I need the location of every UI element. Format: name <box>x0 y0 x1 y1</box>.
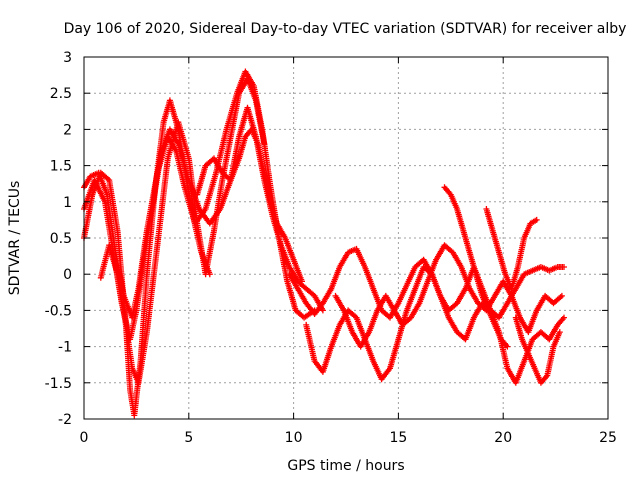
series-track-11 <box>512 314 563 386</box>
data-point-markers <box>441 184 511 350</box>
y-tick-label: -2 <box>58 412 72 428</box>
grid <box>84 57 608 419</box>
series-track-9 <box>483 206 540 292</box>
chart-title: Day 106 of 2020, Sidereal Day-to-day VTE… <box>64 21 627 37</box>
x-axis-title: GPS time / hours <box>287 458 404 474</box>
y-axis-title: SDTVAR / TECUs <box>7 181 23 296</box>
y-tick-label: 0.5 <box>50 231 72 247</box>
series-track-6 <box>303 264 567 386</box>
x-tick-label: 0 <box>80 430 89 446</box>
x-tick-label: 5 <box>184 430 193 446</box>
data-point-markers <box>332 242 565 350</box>
series-track-4 <box>97 75 268 386</box>
y-tick-label: 2.5 <box>50 86 72 102</box>
y-tick-labels: -2 -1.5 -1 -0.5 0 0.5 1 1.5 2 2.5 3 <box>45 50 72 428</box>
data-point-markers <box>483 206 540 292</box>
y-tick-label: -1 <box>58 340 72 356</box>
y-tick-label: 1.5 <box>50 159 72 175</box>
data-point-markers <box>303 264 567 386</box>
y-tick-label: 2 <box>63 122 72 138</box>
axis-ticks <box>83 56 609 420</box>
data-point-markers <box>194 126 305 285</box>
x-tick-label: 15 <box>389 430 407 446</box>
x-tick-label: 25 <box>599 430 617 446</box>
data-point-markers <box>97 75 268 386</box>
x-tick-label: 20 <box>494 430 512 446</box>
y-tick-label: 3 <box>63 50 72 66</box>
y-tick-label: 1 <box>63 195 72 211</box>
x-tick-label: 10 <box>285 430 303 446</box>
data-point-markers <box>512 314 563 386</box>
x-tick-labels: 0 5 10 15 20 25 <box>80 430 617 446</box>
y-tick-label: 0 <box>63 267 72 283</box>
series-track-8 <box>441 184 511 350</box>
y-tick-label: -0.5 <box>45 303 72 319</box>
series-track-10 <box>194 126 305 285</box>
y-tick-label: -1.5 <box>45 376 72 392</box>
series-track-7 <box>332 242 565 350</box>
data-markers <box>81 68 567 419</box>
